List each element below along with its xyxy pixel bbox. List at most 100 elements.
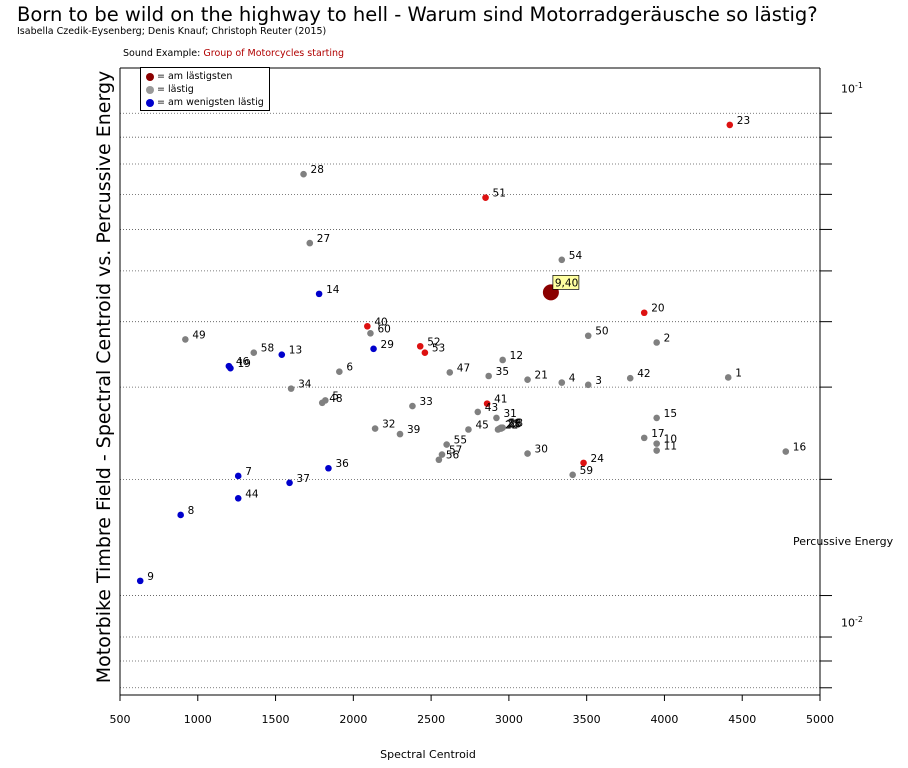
data-point	[182, 336, 189, 343]
data-point	[653, 414, 660, 422]
right-axis-label: Percussive Energy	[793, 535, 894, 548]
exponent-power: -1	[855, 81, 863, 90]
data-point	[438, 451, 446, 458]
data-point	[435, 456, 443, 464]
data-point	[325, 464, 332, 472]
data-point-label: 27	[317, 233, 330, 245]
data-point-label: 35	[496, 366, 509, 378]
data-point-label: 17	[651, 428, 664, 440]
sound-example-label: Sound Example:	[123, 48, 201, 59]
data-point-label: 32	[382, 419, 395, 431]
data-point	[421, 349, 429, 356]
data-point-label: 8	[188, 505, 195, 517]
exponent-power: -2	[855, 615, 863, 624]
data-point	[653, 447, 660, 454]
data-point	[485, 372, 492, 380]
data-point-label: 26	[508, 419, 522, 431]
data-point-label: 54	[569, 250, 583, 262]
data-point	[653, 440, 660, 447]
data-point	[315, 290, 323, 298]
data-point-label: 5	[332, 390, 339, 402]
legend-item-annoying: = lästig	[146, 83, 194, 96]
exponent-base: 10	[841, 616, 855, 630]
data-point-label: 36	[335, 458, 349, 470]
legend-label: = lästig	[157, 84, 194, 95]
data-point-label: 42	[637, 368, 650, 380]
x-axis-label: Spectral Centroid	[380, 748, 476, 761]
data-point-label: 6	[346, 362, 353, 374]
data-point-label: 41	[494, 394, 507, 406]
data-point-label: 7	[245, 466, 252, 478]
data-point-label: 45	[475, 419, 488, 431]
data-point-label: 51	[493, 188, 506, 200]
data-point	[569, 471, 576, 479]
data-point	[558, 379, 566, 386]
data-point-label: 43	[485, 402, 498, 414]
data-point-label: 15	[664, 408, 677, 420]
plot-axes	[119, 67, 832, 696]
data-point	[640, 309, 648, 317]
x-tick-label: 2000	[339, 713, 367, 726]
data-point-label: 10	[664, 434, 677, 446]
data-point	[364, 322, 371, 330]
x-axis-ticks: 500 1000 1500 2000 2500 3000 3500 4000 4500 5000	[110, 695, 834, 726]
data-point	[474, 408, 482, 416]
data-point	[626, 374, 634, 382]
data-point	[225, 362, 233, 370]
legend-item-least-annoying: = am wenigsten lästig	[146, 96, 264, 109]
data-point	[286, 479, 293, 487]
data-point-label: 60	[377, 323, 390, 335]
y-axis-label-text: Motorbike Timbre Field - Spectral Centro…	[93, 70, 115, 684]
data-point	[482, 194, 489, 201]
sound-example-link[interactable]: Group of Motorcycles starting	[203, 48, 345, 59]
x-tick-label: 4000	[650, 713, 678, 726]
exponent-label-bottom: 10-2	[841, 615, 863, 630]
data-point-label: 39	[407, 424, 420, 436]
data-point-label: 55	[454, 435, 467, 447]
legend-dot	[146, 72, 154, 81]
data-point-label: 38	[508, 418, 521, 430]
data-point-label: 16	[793, 442, 807, 454]
x-tick-label: 3000	[495, 713, 523, 726]
data-point-label: 22	[505, 419, 518, 431]
data-point-label: 3	[595, 375, 602, 387]
exponent-label-top: 10-1	[841, 81, 863, 96]
data-point	[367, 330, 374, 337]
data-point	[782, 448, 790, 455]
data-point-label: 31	[503, 408, 516, 420]
data-point-label: 37	[297, 473, 310, 485]
data-point	[177, 511, 184, 519]
data-point	[336, 368, 343, 376]
data-point-label: 34	[298, 379, 312, 391]
data-point-label: 14	[326, 284, 340, 296]
data-point-label: 56	[446, 450, 460, 462]
data-point	[287, 385, 295, 392]
data-point	[300, 170, 307, 178]
data-point-label: 11	[664, 441, 677, 453]
x-tick-label: 5000	[806, 713, 834, 726]
exponent-base: 10	[841, 82, 855, 96]
data-point	[234, 495, 242, 502]
x-tick-label: 4500	[728, 713, 756, 726]
data-point-label: 18	[510, 418, 523, 430]
data-point	[443, 441, 450, 448]
data-point-label: 33	[419, 396, 432, 408]
data-point	[234, 472, 242, 480]
highlight-label-box	[552, 275, 580, 290]
legend-label: = am wenigsten lästig	[157, 97, 264, 108]
data-point-label: 59	[580, 465, 593, 477]
data-point	[724, 374, 732, 381]
data-point	[497, 424, 505, 431]
data-points: 1234567891011121314151617181920212223242…	[136, 115, 807, 585]
data-point	[136, 577, 144, 585]
data-point-label: 47	[457, 362, 470, 374]
data-point-label: 53	[432, 343, 445, 355]
data-point	[584, 332, 592, 340]
data-point	[409, 402, 416, 410]
data-point-label: 49	[192, 329, 205, 341]
x-tick-label: 3500	[573, 713, 601, 726]
data-point	[580, 459, 587, 467]
data-point-label: 2	[664, 332, 671, 344]
data-point-label: 20	[651, 303, 664, 315]
data-point-label: 25	[507, 419, 520, 431]
